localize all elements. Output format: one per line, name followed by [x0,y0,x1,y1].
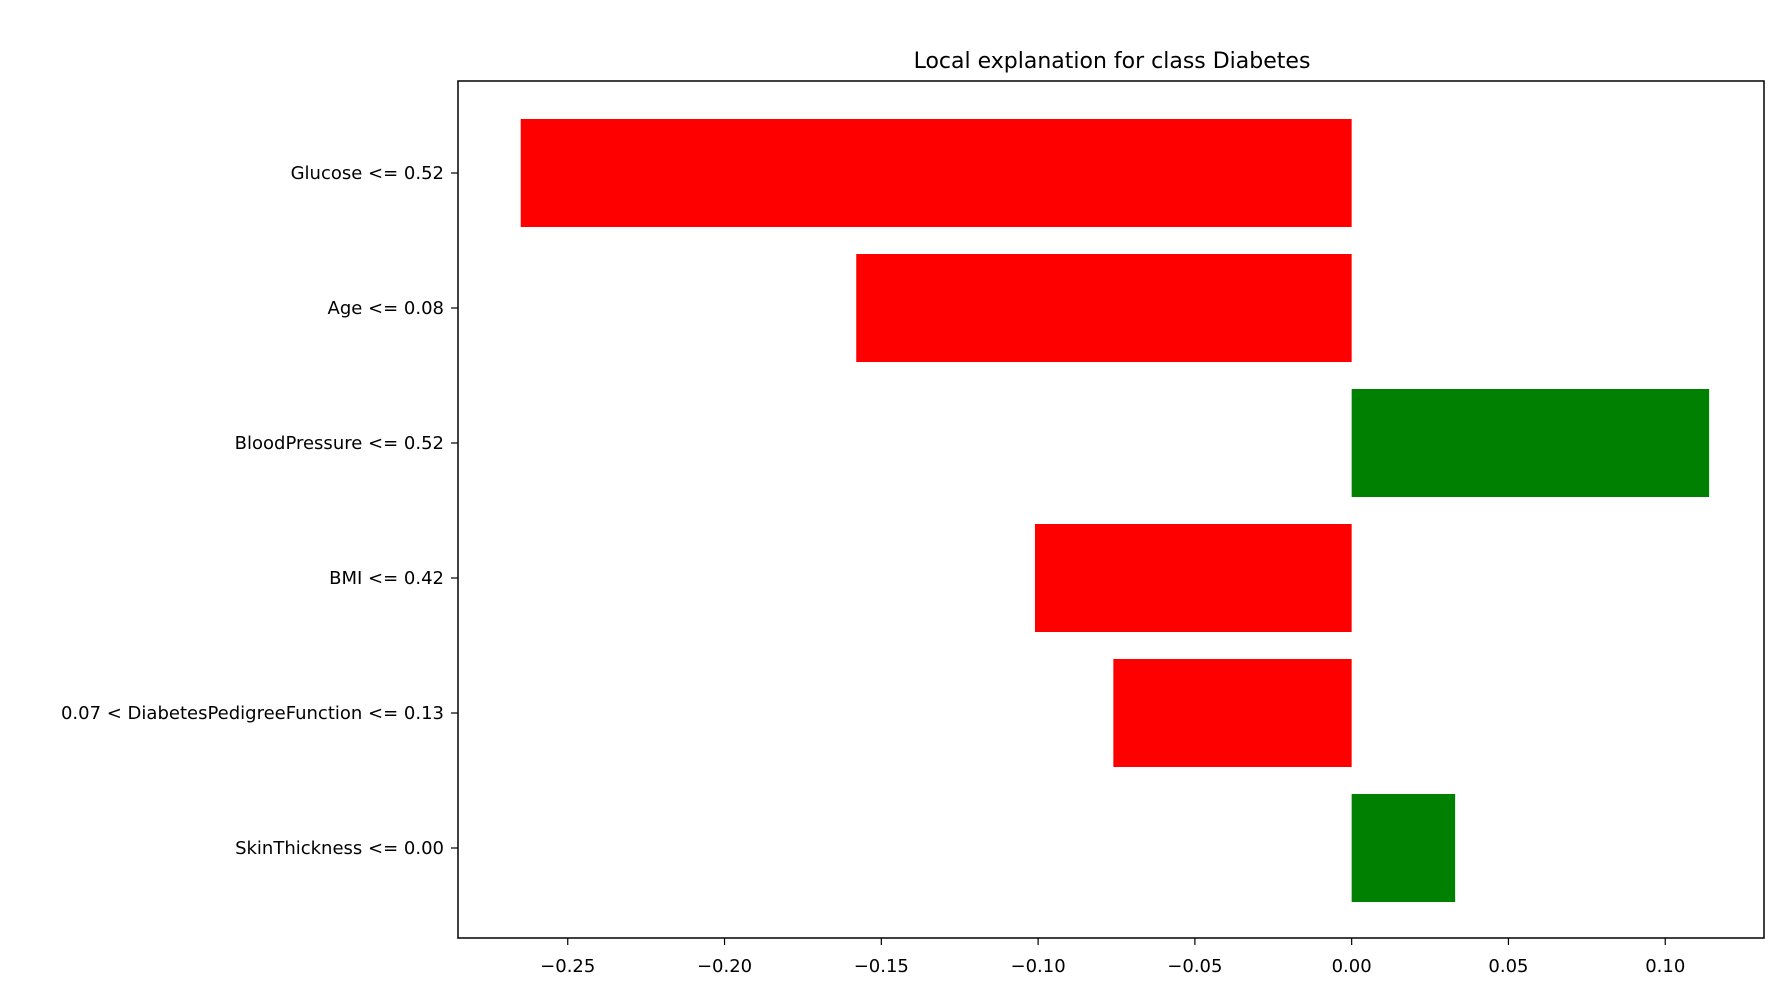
bar-3 [1034,524,1352,632]
x-tick-label: −0.05 [1167,956,1222,977]
y-tick-label: BMI <= 0.42 [329,568,444,589]
x-tick-label: −0.15 [854,956,909,977]
x-tick-label: −0.10 [1011,956,1066,977]
y-tick-label: BloodPressure <= 0.52 [235,433,444,454]
y-tick-label: Glucose <= 0.52 [291,163,444,184]
y-axis-ticks: Glucose <= 0.52 Age <= 0.08 BloodPressure … [61,163,458,859]
x-tick-label: −0.25 [540,956,595,977]
bar-5 [1351,794,1456,902]
x-axis-ticks: −0.25 −0.20 −0.15 −0.10 −0.05 0.00 0.05 0.10 [540,938,1685,977]
bar-0 [520,119,1352,227]
y-tick-label: 0.07 < DiabetesPedigreeFunction <= 0.13 [61,703,444,724]
bars-group [520,119,1710,902]
bar-2 [1351,389,1710,497]
bar-1 [856,254,1352,362]
x-tick-label: 0.10 [1645,956,1685,977]
x-tick-label: −0.20 [697,956,752,977]
x-tick-label: 0.05 [1488,956,1528,977]
plot-frame [457,80,1765,939]
y-tick-label: SkinThickness <= 0.00 [235,838,444,859]
x-tick-label: 0.00 [1332,956,1372,977]
bar-4 [1113,659,1352,767]
chart-title: Local explanation for class Diabetes [914,49,1311,74]
y-tick-label: Age <= 0.08 [328,298,445,319]
